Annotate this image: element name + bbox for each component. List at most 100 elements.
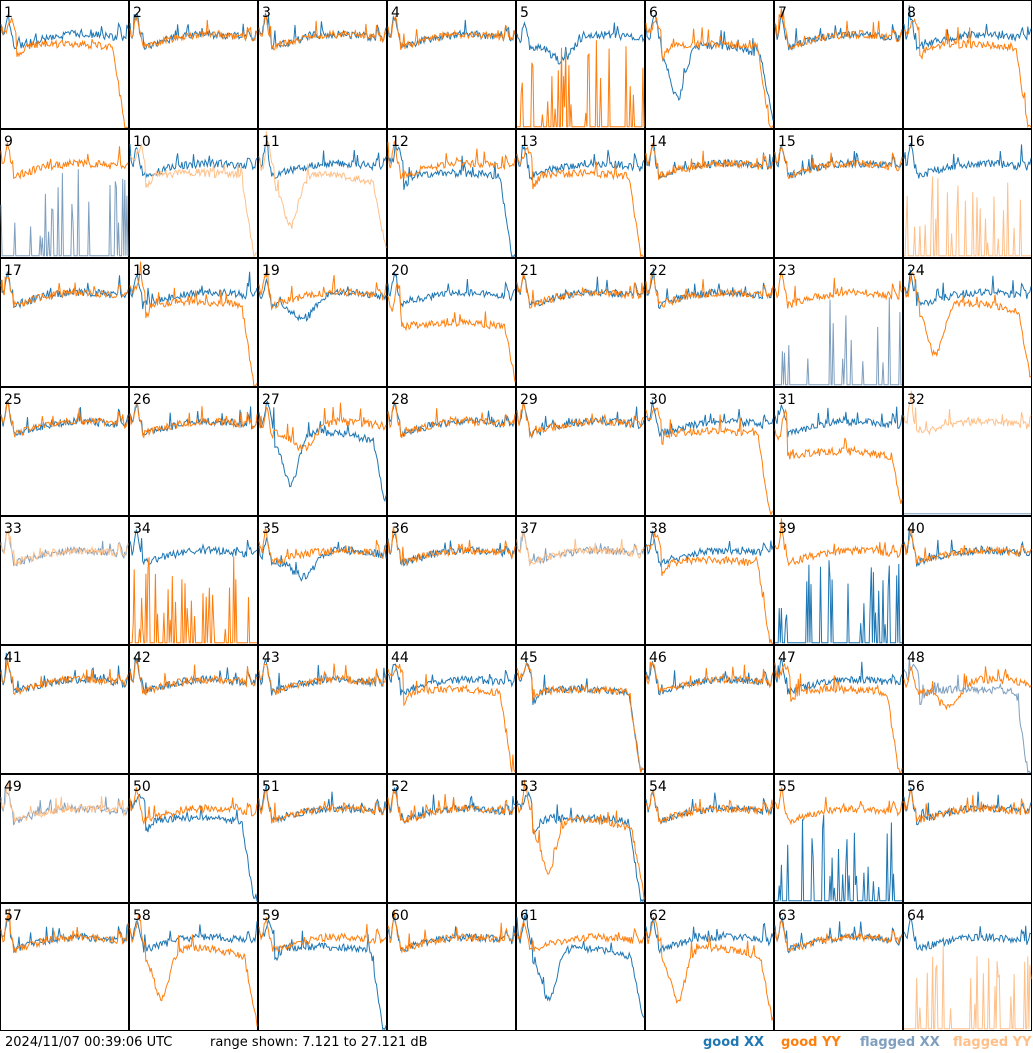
panel-label: 42 — [133, 650, 151, 666]
legend-good-yy: good YY — [781, 1035, 841, 1050]
panel-22: 22 — [645, 258, 774, 387]
series-xx-line — [903, 918, 1032, 952]
panel-45: 45 — [516, 645, 645, 774]
series-yy-line — [258, 131, 387, 249]
series-xx-line — [645, 400, 774, 437]
panel-label: 39 — [778, 521, 796, 537]
series-yy-line — [258, 265, 387, 311]
series-xx-line — [516, 145, 645, 181]
panel-frame — [258, 903, 387, 1031]
panel-label: 14 — [649, 134, 667, 150]
panel-frame — [774, 774, 903, 903]
panel-frame — [774, 516, 903, 645]
panel-frame — [0, 645, 129, 774]
panel-label: 26 — [133, 392, 151, 408]
panel-frame — [129, 129, 258, 258]
series-xx-line — [0, 169, 129, 257]
panel-label: 40 — [907, 521, 925, 537]
series-xx-line — [903, 269, 1032, 307]
panel-9: 9 — [0, 129, 129, 258]
panel-frame — [387, 903, 516, 1031]
panel-label: 45 — [520, 650, 538, 666]
panel-24: 24 — [903, 258, 1032, 387]
panel-41: 41 — [0, 645, 129, 774]
series-xx-line — [775, 297, 902, 386]
series-yy-line — [129, 143, 258, 258]
panel-frame — [0, 387, 129, 516]
panel-label: 16 — [907, 134, 925, 150]
panel-label: 22 — [649, 263, 667, 279]
panel-label: 5 — [520, 5, 529, 21]
panel-frame — [903, 774, 1032, 903]
series-yy-line — [0, 17, 128, 128]
series-yy-line — [0, 657, 129, 696]
panel-frame — [387, 387, 516, 516]
panel-frame — [0, 258, 129, 387]
panel-49: 49 — [0, 774, 129, 903]
series-xx-line — [774, 14, 903, 51]
panel-label: 23 — [778, 263, 796, 279]
footer-bar: 2024/11/07 00:39:06 UTC range shown: 7.1… — [0, 1032, 1033, 1053]
panel-label: 3 — [262, 5, 271, 21]
panel-frame — [129, 387, 258, 516]
series-xx-line — [258, 536, 387, 582]
series-xx-line — [775, 560, 902, 644]
panel-53: 53 — [516, 774, 645, 903]
panel-label: 48 — [907, 650, 925, 666]
series-yy-line — [903, 528, 1032, 565]
series-yy-line — [516, 272, 645, 309]
panel-label: 10 — [133, 134, 151, 150]
panel-frame — [903, 0, 1032, 129]
panel-label: 4 — [391, 5, 400, 21]
panel-label: 59 — [262, 908, 280, 924]
panel-label: 27 — [262, 392, 280, 408]
panel-50: 50 — [129, 774, 258, 903]
panel-17: 17 — [0, 258, 129, 387]
series-yy-line — [903, 666, 1032, 711]
panel-label: 47 — [778, 650, 796, 666]
panel-label: 6 — [649, 5, 658, 21]
panel-label: 13 — [520, 134, 538, 150]
series-yy-line — [645, 274, 774, 308]
panel-25: 25 — [0, 387, 129, 516]
series-yy-line — [0, 399, 129, 438]
panel-label: 60 — [391, 908, 409, 924]
panel-label: 2 — [133, 5, 142, 21]
panel-6: 6 — [645, 0, 774, 129]
panel-30: 30 — [645, 387, 774, 516]
panel-26: 26 — [129, 387, 258, 516]
series-xx-line — [387, 787, 516, 825]
series-xx-line — [258, 919, 387, 1031]
panel-56: 56 — [903, 774, 1032, 903]
panel-label: 7 — [778, 5, 787, 21]
series-yy-line — [903, 18, 1032, 129]
panel-label: 46 — [649, 650, 667, 666]
series-xx-line — [129, 528, 258, 566]
panel-frame — [516, 903, 645, 1031]
panel-34: 34 — [129, 516, 258, 645]
panel-label: 29 — [520, 392, 538, 408]
series-yy-line — [0, 275, 129, 309]
panel-frame — [516, 387, 645, 516]
panel-37: 37 — [516, 516, 645, 645]
series-yy-line — [258, 917, 387, 952]
panel-label: 43 — [262, 650, 280, 666]
series-xx-line — [0, 787, 129, 826]
panel-frame — [387, 516, 516, 645]
series-yy-line — [129, 261, 258, 386]
panel-4: 4 — [387, 0, 516, 129]
panel-frame — [774, 258, 903, 387]
series-yy-line — [774, 786, 903, 826]
panel-label: 58 — [133, 908, 151, 924]
panel-3: 3 — [258, 0, 387, 129]
legend-flagged-yy: flagged YY — [953, 1035, 1032, 1050]
series-yy-line — [774, 8, 903, 51]
series-yy-line — [387, 910, 516, 954]
panel-frame — [258, 774, 387, 903]
panel-frame — [774, 129, 903, 258]
series-xx-line — [129, 144, 258, 178]
panel-label: 12 — [391, 134, 409, 150]
panel-label: 35 — [262, 521, 280, 537]
panel-31: 31 — [774, 387, 903, 516]
panel-frame — [645, 774, 774, 903]
